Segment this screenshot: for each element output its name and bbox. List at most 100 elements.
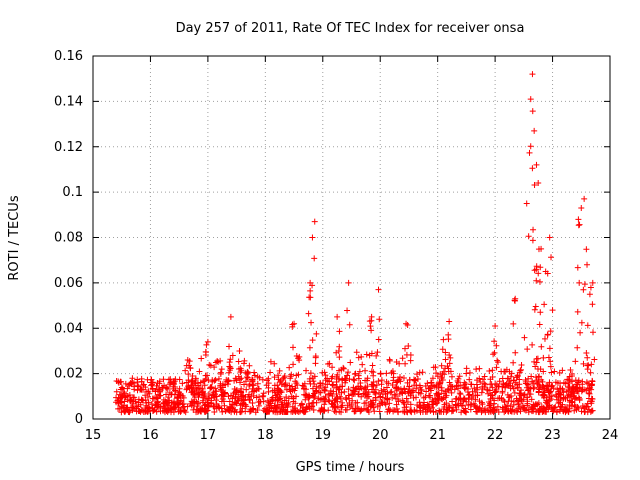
data-point [287, 373, 294, 380]
data-point [345, 386, 352, 393]
data-point [336, 386, 343, 393]
data-point [441, 371, 448, 378]
data-point [302, 396, 309, 403]
data-point [368, 368, 375, 375]
data-point [375, 378, 382, 385]
data-point [473, 366, 480, 373]
data-point [523, 384, 530, 391]
data-point [503, 406, 510, 413]
data-point [150, 407, 157, 414]
data-point [373, 352, 380, 359]
data-point [303, 367, 310, 374]
data-point [292, 378, 299, 385]
data-point [202, 372, 209, 379]
data-point [529, 380, 536, 387]
data-point [265, 380, 272, 387]
data-point [138, 406, 145, 413]
data-point [573, 384, 580, 391]
data-point [214, 357, 221, 364]
data-point [378, 377, 385, 384]
data-point [166, 397, 173, 404]
data-point [160, 400, 167, 407]
x-tick-label: 20 [372, 428, 389, 443]
data-point [223, 406, 230, 413]
data-point [269, 387, 276, 394]
data-point [289, 387, 296, 394]
data-point [211, 409, 218, 416]
data-point [231, 399, 238, 406]
data-point [481, 373, 488, 380]
data-point [148, 400, 155, 407]
data-point [188, 384, 195, 391]
data-point [168, 391, 175, 398]
data-point [580, 360, 587, 367]
data-point [419, 403, 426, 410]
data-point [170, 379, 177, 386]
data-point [501, 368, 508, 375]
data-point [333, 390, 340, 397]
data-point [445, 336, 452, 343]
data-point [254, 407, 261, 414]
data-point [446, 402, 453, 409]
data-point [522, 407, 529, 414]
data-point [244, 374, 251, 381]
data-point [184, 403, 191, 410]
data-point [552, 404, 559, 411]
data-point [129, 400, 136, 407]
data-point [493, 342, 500, 349]
data-point [345, 369, 352, 376]
data-point [546, 234, 553, 241]
data-point [124, 396, 131, 403]
data-point [142, 407, 149, 414]
data-point [172, 401, 179, 408]
data-point [448, 383, 455, 390]
data-point [143, 402, 150, 409]
data-point [187, 364, 194, 371]
data-point [151, 395, 158, 402]
data-point [289, 323, 296, 330]
data-point [225, 369, 232, 376]
data-point [386, 357, 393, 364]
data-point [577, 329, 584, 336]
data-point [347, 359, 354, 366]
data-point [575, 222, 582, 229]
data-point [207, 397, 214, 404]
data-points [113, 71, 598, 416]
data-point [367, 403, 374, 410]
data-point [521, 334, 528, 341]
data-point [541, 335, 548, 342]
data-point [275, 372, 282, 379]
data-point [362, 367, 369, 374]
data-point [282, 381, 289, 388]
data-point [366, 318, 373, 325]
data-point [548, 396, 555, 403]
data-point [344, 307, 351, 314]
data-point [407, 357, 414, 364]
data-point [551, 404, 558, 411]
data-point [511, 389, 518, 396]
data-point [587, 284, 594, 291]
data-point [249, 385, 256, 392]
data-point [465, 402, 472, 409]
data-point [537, 264, 544, 271]
data-point [428, 398, 435, 405]
data-point [334, 313, 341, 320]
data-point [549, 307, 556, 314]
data-point [363, 389, 370, 396]
data-point [310, 407, 317, 414]
data-point [340, 365, 347, 372]
data-point [584, 322, 591, 329]
data-point [505, 398, 512, 405]
data-point [494, 357, 501, 364]
data-point [325, 397, 332, 404]
data-point [361, 405, 368, 412]
data-point [175, 408, 182, 415]
data-point [366, 352, 373, 359]
data-point [527, 385, 534, 392]
data-point [131, 383, 138, 390]
data-point [530, 226, 537, 233]
data-point [555, 400, 562, 407]
data-point [575, 405, 582, 412]
data-point [305, 403, 312, 410]
data-point [487, 381, 494, 388]
